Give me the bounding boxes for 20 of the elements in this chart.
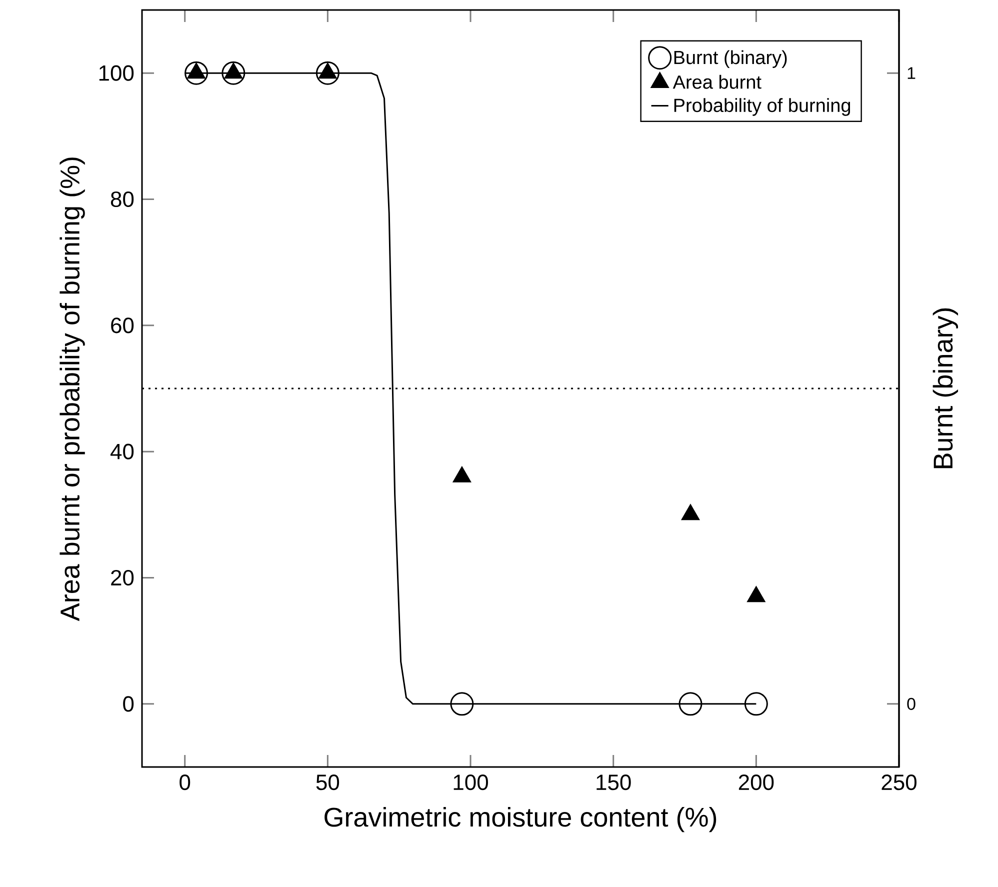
x-axis-title: Gravimetric moisture content (%) [324, 806, 716, 832]
y-tick-label: 0 [123, 696, 134, 712]
y-tick-label: 100 [99, 65, 134, 81]
x-tick-label: 150 [596, 774, 631, 790]
y-tick-label: 40 [110, 444, 134, 460]
y2-axis-title: Burnt (binary) [932, 308, 958, 468]
y-tick-label: 20 [111, 570, 134, 586]
y2-tick-label: 1 [908, 67, 916, 79]
legend-label: Area burnt [672, 74, 762, 89]
legend-label: Burnt (binary) [674, 50, 787, 68]
x-tick-label: 50 [316, 774, 340, 790]
x-tick-label: 250 [882, 774, 916, 790]
y-tick-label: 80 [110, 191, 134, 208]
legend-label: Probability of burning [674, 98, 850, 116]
x-tick-label: 0 [180, 774, 190, 790]
x-tick-label: 100 [454, 774, 488, 790]
y2-tick-label: 0 [907, 698, 916, 710]
x-tick-label: 200 [738, 774, 774, 790]
y-tick-label: 60 [111, 318, 134, 334]
y-axis-title: Area burnt or probability of burning (%) [60, 158, 85, 622]
